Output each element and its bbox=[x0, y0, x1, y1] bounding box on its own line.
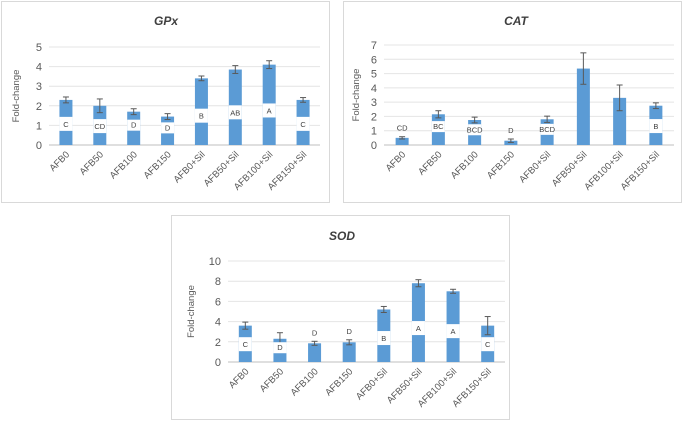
sod-x-tick-label: AFB0 bbox=[227, 366, 252, 391]
gpx-chart: GPx Fold-change 0 1 2 3 4 5 C AFB0 CD AFB50 D AFB100 D… bbox=[11, 14, 320, 193]
gpx-label-band bbox=[127, 119, 141, 131]
cat-y-tick-label: 6 bbox=[371, 54, 377, 66]
cat-title: CAT bbox=[504, 14, 529, 28]
cat-chart: CAT Fold-change 0 1 2 3 4 5 6 7 CD AFB0 BC AFB50 BCD AF… bbox=[351, 14, 674, 193]
gpx-label-band bbox=[161, 122, 175, 134]
cat-label-band bbox=[540, 123, 554, 135]
gpx-significance-label: B bbox=[199, 112, 204, 121]
sod-y-tick-label: 8 bbox=[215, 276, 221, 288]
gpx-x-tick-label: AFB150 bbox=[142, 149, 174, 181]
gpx-label-band bbox=[228, 105, 242, 120]
sod-significance-label: C bbox=[243, 340, 249, 349]
cat-x-tick-label: AFB150 bbox=[485, 149, 517, 181]
sod-significance-label: A bbox=[451, 327, 456, 336]
cat-significance-label: BCD bbox=[467, 125, 483, 134]
gpx-y-tick-label: 1 bbox=[36, 120, 42, 132]
cat-significance-label: B bbox=[653, 122, 658, 131]
sod-x-tick-label: AFB50 bbox=[258, 366, 286, 394]
sod-significance-label: D bbox=[346, 327, 352, 336]
cat-bar bbox=[576, 68, 590, 145]
cat-x-tick-label: AFB0 bbox=[384, 149, 409, 174]
sod-y-tick-label: 6 bbox=[215, 296, 221, 308]
cat-y-tick-label: 4 bbox=[371, 83, 377, 95]
sod-y-tick-label: 2 bbox=[215, 337, 221, 349]
cat-y-tick-label: 0 bbox=[371, 140, 377, 152]
sod-significance-label: C bbox=[485, 340, 491, 349]
gpx-y-tick-label: 0 bbox=[36, 140, 42, 152]
cat-label-band bbox=[431, 121, 445, 133]
gpx-y-tick-label: 5 bbox=[36, 42, 42, 54]
sod-significance-label: D bbox=[312, 328, 318, 337]
gpx-x-tick-label: AFB50 bbox=[78, 149, 106, 177]
cat-label-band bbox=[649, 119, 663, 134]
sod-label-band bbox=[446, 324, 460, 339]
sod-x-tick-label: AFB0+Sil bbox=[354, 366, 390, 402]
gpx-y-tick-label: 3 bbox=[36, 81, 42, 93]
sod-label-band bbox=[377, 331, 391, 346]
gpx-significance-label: D bbox=[165, 123, 171, 132]
sod-label-band bbox=[273, 342, 287, 354]
cat-significance-label: BCD bbox=[539, 125, 555, 134]
gpx-y-tick-label: 4 bbox=[36, 62, 42, 74]
sod-significance-label: B bbox=[381, 334, 386, 343]
cat-x-tick-label: AFB0+Sil bbox=[517, 149, 553, 185]
cat-bar bbox=[395, 137, 409, 145]
sod-x-tick-label: AFB100 bbox=[289, 366, 321, 398]
sod-y-axis-label: Fold-change bbox=[186, 285, 197, 338]
sod-bar bbox=[308, 343, 322, 362]
sod-label-band bbox=[481, 337, 495, 352]
sod-label-band bbox=[238, 337, 252, 352]
gpx-label-band bbox=[296, 116, 310, 131]
sod-y-tick-label: 4 bbox=[215, 317, 221, 329]
gpx-significance-label: C bbox=[300, 120, 306, 129]
cat-bar bbox=[613, 97, 627, 145]
cat-significance-label: D bbox=[508, 126, 514, 135]
sod-significance-label: D bbox=[277, 343, 283, 352]
sod-chart: SOD Fold-change 0 2 4 6 8 10 C AFB0 D AFB50 D AFB100 D… bbox=[186, 229, 505, 410]
cat-y-tick-label: 5 bbox=[371, 69, 377, 81]
sod-title: SOD bbox=[329, 229, 355, 243]
gpx-label-band bbox=[194, 108, 208, 123]
cat-y-axis-label: Fold-change bbox=[351, 69, 362, 122]
sod-x-tick-label: AFB150 bbox=[323, 366, 355, 398]
sod-significance-label: A bbox=[416, 324, 421, 333]
cat-y-tick-label: 7 bbox=[371, 40, 377, 52]
cat-x-tick-label: AFB100 bbox=[449, 149, 481, 181]
gpx-label-band bbox=[59, 116, 73, 131]
gpx-y-axis-label: Fold-change bbox=[11, 70, 22, 123]
gpx-significance-label: A bbox=[267, 106, 272, 115]
gpx-significance-label: AB bbox=[230, 108, 240, 117]
cat-x-tick-label: AFB150+Sil bbox=[619, 149, 662, 192]
sod-bar bbox=[342, 342, 356, 362]
gpx-significance-label: D bbox=[131, 121, 137, 130]
gpx-title: GPx bbox=[154, 14, 179, 28]
sod-label-band bbox=[411, 321, 425, 336]
cat-y-tick-label: 3 bbox=[371, 97, 377, 109]
cat-x-tick-label: AFB50 bbox=[416, 149, 444, 177]
gpx-label-band bbox=[93, 119, 107, 134]
gpx-panel: GPx Fold-change 0 1 2 3 4 5 C AFB0 CD AFB50 D AFB100 D… bbox=[1, 1, 330, 203]
sod-panel: SOD Fold-change 0 2 4 6 8 10 C AFB0 D AFB50 D AFB100 D… bbox=[171, 215, 510, 420]
cat-panel: CAT Fold-change 0 1 2 3 4 5 6 7 CD AFB0 BC AFB50 BCD AF… bbox=[343, 1, 682, 203]
sod-y-tick-label: 10 bbox=[209, 256, 221, 268]
cat-label-band bbox=[468, 124, 482, 136]
gpx-significance-label: CD bbox=[94, 122, 105, 131]
gpx-significance-label: C bbox=[63, 120, 69, 129]
cat-significance-label: BC bbox=[433, 122, 444, 131]
gpx-label-band bbox=[262, 103, 276, 118]
cat-y-tick-label: 2 bbox=[371, 111, 377, 123]
gpx-x-tick-label: AFB0 bbox=[47, 149, 72, 174]
gpx-y-tick-label: 2 bbox=[36, 101, 42, 113]
sod-y-tick-label: 0 bbox=[215, 357, 221, 369]
gpx-x-tick-label: AFB100 bbox=[108, 149, 140, 181]
cat-y-tick-label: 1 bbox=[371, 126, 377, 138]
cat-significance-label: CD bbox=[397, 124, 408, 133]
